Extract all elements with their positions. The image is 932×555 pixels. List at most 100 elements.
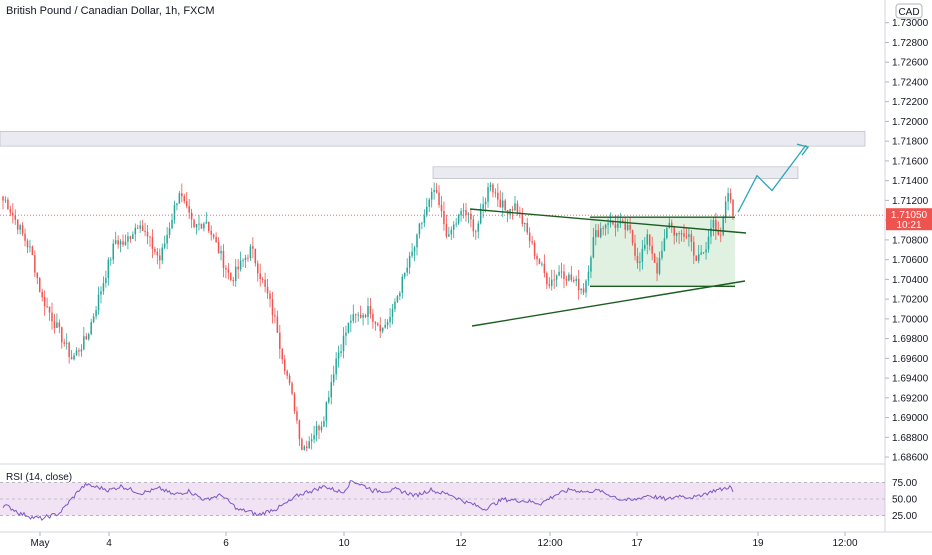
candle-body xyxy=(70,356,73,360)
price-tick-label: 1.70400 xyxy=(892,275,929,286)
candle-body xyxy=(53,321,56,328)
candle-body xyxy=(715,220,717,231)
candle-body xyxy=(690,234,693,242)
candle-body xyxy=(639,261,641,264)
candle-body xyxy=(205,221,208,224)
candle-body xyxy=(418,223,421,235)
candle-body xyxy=(227,269,230,273)
candle-body xyxy=(359,314,362,318)
candle-body xyxy=(555,275,558,280)
candle-body xyxy=(548,284,551,286)
candle-body xyxy=(92,316,95,323)
candle-body xyxy=(656,262,658,274)
candle-body xyxy=(257,263,259,274)
candle-body xyxy=(87,334,90,340)
candle-body xyxy=(707,236,710,250)
candle-body xyxy=(26,240,29,248)
candle-body xyxy=(303,446,306,450)
candle-body xyxy=(531,241,533,243)
candle-body xyxy=(719,234,722,236)
time-tick-label: 4 xyxy=(106,538,112,549)
time-tick-label: 19 xyxy=(752,538,764,549)
price-tick-label: 1.71600 xyxy=(892,156,929,167)
candle-body xyxy=(24,233,26,241)
candle-body xyxy=(668,222,671,229)
price-tick-label: 1.72600 xyxy=(892,58,929,69)
currency-button-label: CAD xyxy=(898,7,919,18)
price-tick-label: 1.72000 xyxy=(892,117,929,128)
candle-body xyxy=(215,236,217,243)
candle-body xyxy=(200,223,203,229)
price-tick-label: 1.70000 xyxy=(892,314,929,325)
candle-body xyxy=(423,215,426,223)
candle-body xyxy=(107,259,110,278)
candle-body xyxy=(457,215,460,224)
candle-body xyxy=(36,272,39,279)
candle-body xyxy=(80,349,83,352)
rsi-series xyxy=(0,480,885,521)
candle-body xyxy=(514,203,516,211)
price-tick-label: 1.70600 xyxy=(892,255,929,266)
candle-body xyxy=(695,255,698,261)
candle-body xyxy=(592,237,595,258)
candle-body xyxy=(379,325,382,332)
candle-body xyxy=(252,246,254,249)
candle-body xyxy=(644,244,646,249)
candle-body xyxy=(722,217,724,235)
candle-body xyxy=(732,199,734,216)
candle-body xyxy=(173,205,176,220)
candle-body xyxy=(124,241,127,245)
candle-body xyxy=(12,212,14,216)
candle-body xyxy=(391,309,394,317)
upper-trendline xyxy=(469,208,747,234)
candle-body xyxy=(296,411,298,421)
candle-body xyxy=(467,213,470,215)
candle-body xyxy=(271,299,274,316)
candle-body xyxy=(168,228,171,235)
candle-body xyxy=(237,266,239,270)
candle-body xyxy=(102,283,105,292)
candle-body xyxy=(156,251,159,256)
candle-body xyxy=(675,233,678,236)
candle-body xyxy=(95,310,97,317)
candle-body xyxy=(19,225,21,230)
candle-body xyxy=(264,279,266,287)
candle-body xyxy=(448,234,450,237)
candle-body xyxy=(386,322,389,325)
candle-body xyxy=(362,315,364,318)
candle-body xyxy=(308,441,310,449)
candle-body xyxy=(653,253,656,263)
candle-body xyxy=(51,312,53,322)
candle-body xyxy=(377,323,379,326)
candle-body xyxy=(112,243,114,260)
candle-body xyxy=(176,203,178,206)
lower-trendline xyxy=(471,280,746,327)
price-tick-label: 1.70200 xyxy=(892,295,929,306)
candle-body xyxy=(595,230,597,238)
last-price-countdown: 10:21 xyxy=(896,220,921,231)
time-tick-label: 12:00 xyxy=(537,538,562,549)
time-tick-label: 12 xyxy=(455,538,467,549)
candle-body xyxy=(634,243,636,256)
candle-body xyxy=(274,315,276,317)
candle-body xyxy=(553,279,555,281)
candle-body xyxy=(479,208,482,224)
candle-body xyxy=(129,236,132,239)
candle-body xyxy=(364,315,367,317)
candle-body xyxy=(342,335,345,352)
candle-body xyxy=(185,201,188,207)
candle-body xyxy=(29,246,31,248)
candle-body xyxy=(73,355,75,360)
candle-body xyxy=(332,374,335,383)
currency-button[interactable]: CAD xyxy=(895,3,923,19)
candle-body xyxy=(401,276,404,293)
candle-body xyxy=(408,255,411,268)
price-tick-label: 1.69800 xyxy=(892,334,929,345)
candle-body xyxy=(494,192,497,194)
candle-body xyxy=(727,193,729,202)
candle-body xyxy=(416,234,418,248)
candle-body xyxy=(119,241,122,245)
candle-body xyxy=(670,222,673,227)
